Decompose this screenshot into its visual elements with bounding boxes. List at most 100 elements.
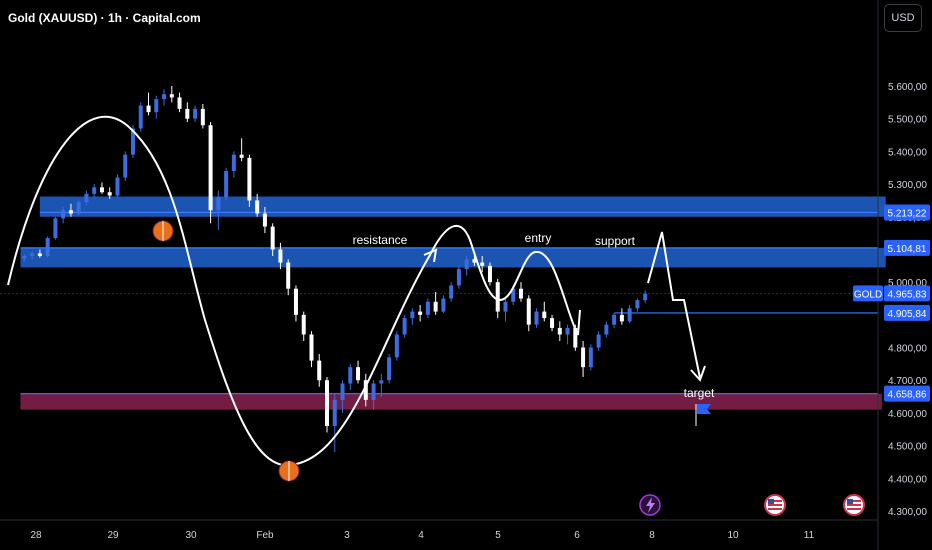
- price-tag-2: 4.965,83 GOLD: [853, 285, 930, 302]
- candle-37: [309, 331, 314, 368]
- candle-body-60: [487, 265, 492, 283]
- candle-body-69: [557, 327, 562, 335]
- candle-61: [495, 278, 500, 319]
- symbol-tag-label: GOLD: [854, 289, 882, 300]
- x-tick-label-10: 11: [804, 530, 815, 541]
- candle-8: [84, 190, 89, 206]
- candle-20: [177, 92, 182, 113]
- candle-body-61: [495, 282, 500, 312]
- candle-65: [526, 295, 531, 332]
- candle-17: [154, 95, 159, 119]
- candle-body-22: [193, 108, 198, 119]
- candle-body-21: [185, 108, 190, 119]
- candle-body-5: [61, 210, 66, 219]
- price-tag-0: 5.213,22: [884, 204, 930, 221]
- candle-54: [441, 295, 446, 314]
- candle-body-66: [534, 311, 539, 325]
- candle-body-19: [169, 94, 174, 98]
- candle-body-13: [123, 154, 128, 178]
- drawings-layer: [7, 115, 706, 482]
- price-tag-label-3: 4.905,84: [888, 309, 927, 320]
- candle-body-7: [76, 202, 81, 214]
- candle-body-33: [278, 249, 283, 263]
- projection-arrow-up: [577, 309, 581, 336]
- candle-body-32: [270, 226, 275, 250]
- candle-7: [76, 200, 81, 216]
- candle-22: [193, 105, 198, 122]
- candle-69: [557, 321, 562, 341]
- projection-line-drawing: [647, 231, 701, 379]
- candle-45: [371, 380, 376, 410]
- candle-68: [550, 314, 555, 332]
- candle-body-63: [511, 288, 516, 302]
- price-tag-box-4: [884, 385, 930, 402]
- us-flag-event-icon[interactable]: [764, 494, 786, 516]
- y-tick-label-2: 5.400,00: [888, 147, 927, 158]
- candle-32: [270, 223, 275, 256]
- candle-64: [519, 282, 523, 302]
- candle-body-54: [441, 298, 446, 312]
- candle-78: [627, 305, 632, 324]
- zone-red-2: [20, 393, 882, 410]
- candle-body-47: [387, 357, 392, 381]
- candle-60: [487, 262, 492, 286]
- projection-arrow-head: [690, 365, 706, 382]
- candle-47: [387, 354, 392, 384]
- y-tick-label-10: 4.600,00: [888, 409, 927, 420]
- cycle-curve-drawing: [7, 115, 579, 467]
- candle-39: [325, 376, 329, 433]
- candle-76: [612, 313, 617, 328]
- candle-body-64: [519, 288, 523, 299]
- candle-body-75: [604, 324, 609, 335]
- candle-33: [278, 242, 283, 270]
- candle-body-71: [573, 327, 578, 348]
- candle-48: [394, 331, 399, 361]
- candle-body-80: [643, 293, 648, 301]
- price-tag-label-2: 4.965,83: [888, 289, 927, 300]
- us-flag-event-icon-2[interactable]: [843, 494, 865, 516]
- candle-50: [410, 308, 415, 325]
- x-tick-label-0: 28: [30, 530, 42, 541]
- candle-body-31: [262, 213, 267, 227]
- price-tag-3: 4.905,84: [884, 304, 930, 321]
- candle-24: [208, 121, 213, 224]
- time-axis[interactable]: 28 29 30 Feb 3 4 5 6 8 10 11: [0, 519, 878, 541]
- x-tick-label-7: 6: [574, 530, 580, 541]
- candle-6: [68, 203, 73, 217]
- y-tick-label-8: 4.800,00: [888, 344, 927, 355]
- chart-title: Gold (XAUUSD) · 1h · Capital.com: [8, 11, 201, 25]
- candle-body-9: [92, 187, 97, 194]
- price-axis[interactable]: 5.600,005.500,005.400,005.300,005.200,00…: [877, 0, 927, 550]
- candle-77: [619, 308, 624, 325]
- candle-body-16: [146, 105, 151, 113]
- candle-49: [402, 314, 407, 338]
- candle-12: [115, 174, 120, 198]
- candle-56: [456, 265, 461, 289]
- candle-body-43: [356, 367, 361, 381]
- currency-button[interactable]: USD: [884, 4, 922, 32]
- candle-body-4: [53, 218, 58, 239]
- candle-21: [185, 102, 190, 122]
- price-tag-box-0: [884, 204, 930, 221]
- candle-body-50: [410, 311, 415, 319]
- candle-body-18: [162, 94, 167, 100]
- candle-38: [317, 354, 322, 387]
- candle-28: [239, 138, 244, 162]
- y-tick-label-6: 5.000,00: [888, 278, 927, 289]
- lightning-event-icon[interactable]: [639, 494, 661, 516]
- candle-34: [286, 259, 291, 296]
- candle-79: [635, 298, 640, 312]
- candle-body-23: [200, 108, 205, 126]
- candle-body-70: [565, 327, 570, 335]
- annotation-labels: resistance entry support target: [353, 231, 715, 400]
- price-tag-label-4: 4.658,86: [888, 390, 927, 401]
- price-tag-1: 5.104,81: [884, 239, 930, 256]
- x-tick-label-2: 30: [185, 530, 197, 541]
- x-tick-label-3: Feb: [256, 530, 274, 541]
- candle-25: [216, 190, 221, 230]
- candle-body-11: [107, 192, 112, 196]
- candle-body-12: [115, 177, 120, 196]
- candle-55: [449, 282, 454, 302]
- candle-body-74: [596, 334, 601, 348]
